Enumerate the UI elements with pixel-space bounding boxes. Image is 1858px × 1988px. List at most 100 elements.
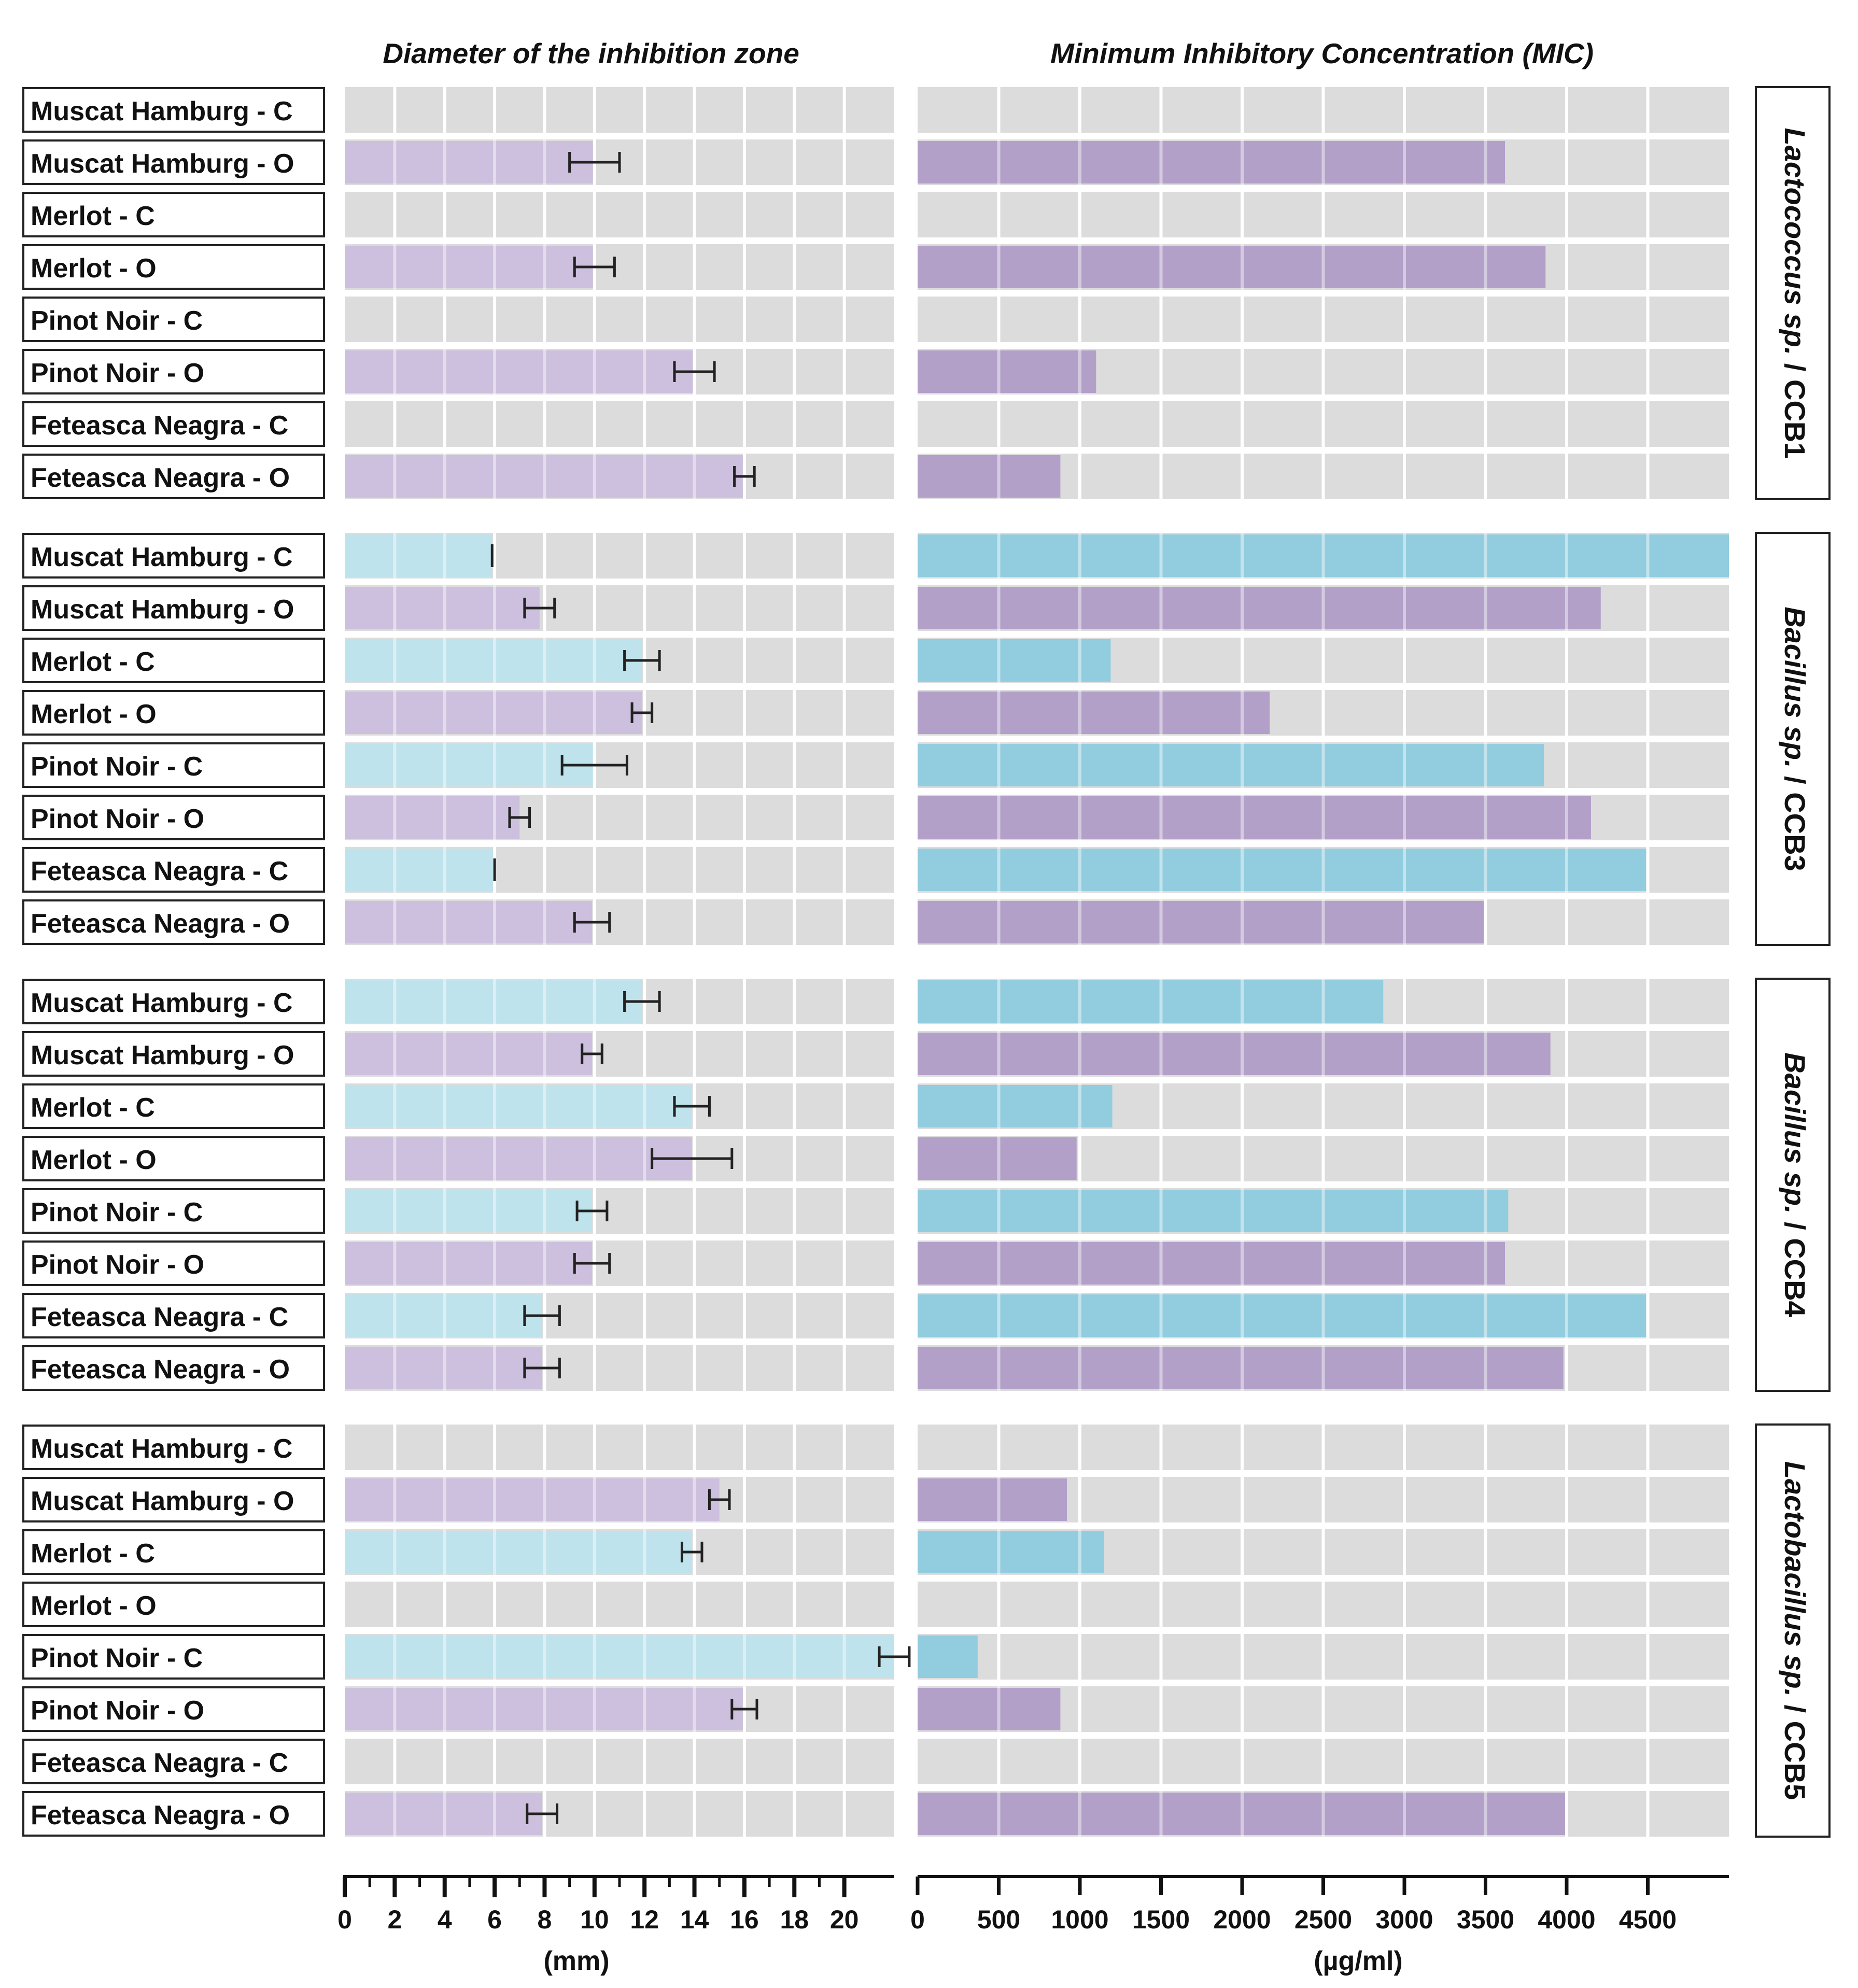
data-row: Muscat Hamburg - C (22, 533, 1729, 579)
mic-axis-label: (µg/ml) (1314, 1946, 1403, 1976)
row-label-box (22, 899, 325, 945)
data-row: Feteasca Neagra - C (22, 847, 1729, 893)
row-label: Feteasca Neagra - C (31, 856, 288, 886)
mic-bar (918, 901, 1484, 943)
zone-row-background (345, 1582, 894, 1627)
zone-x-tick-label: 2 (387, 1905, 402, 1934)
zone-x-tick-label: 0 (337, 1905, 352, 1934)
zone-bar (345, 1190, 592, 1232)
data-row: Feteasca Neagra - C (22, 401, 1729, 447)
error-bar (560, 755, 628, 776)
mic-x-tick-label: 2000 (1213, 1905, 1271, 1934)
zone-bar (345, 141, 595, 184)
error-bar (708, 1489, 731, 1510)
zone-bar (345, 1242, 592, 1285)
row-label-box (22, 1634, 325, 1680)
mic-bar (918, 1137, 1077, 1180)
inhibition-zone-title: Diameter of the inhibition zone (383, 37, 799, 69)
row-label: Feteasca Neagra - O (31, 1800, 290, 1830)
error-bar (526, 1803, 559, 1824)
row-label-box (22, 585, 325, 631)
zone-x-tick-label: 20 (830, 1905, 859, 1934)
data-row: Feteasca Neagra - O (22, 1345, 1729, 1391)
row-label: Merlot - O (31, 699, 157, 729)
row-label: Feteasca Neagra - O (31, 1355, 290, 1385)
zone-bar (345, 1347, 542, 1389)
row-label-box (22, 847, 325, 893)
zone-bar (345, 534, 492, 577)
zone-x-tick-label: 18 (780, 1905, 809, 1934)
zone-bar (345, 692, 642, 734)
zone-bar (345, 1478, 720, 1521)
zone-bar (345, 849, 495, 891)
mic-x-tick-label: 500 (977, 1905, 1020, 1934)
row-label: Pinot Noir - O (31, 804, 204, 834)
zone-row-background (345, 192, 894, 237)
row-label: Muscat Hamburg - O (31, 595, 294, 625)
zone-x-tick-label: 6 (487, 1905, 502, 1934)
row-label-box (22, 139, 325, 185)
mic-bar (918, 1347, 1564, 1389)
row-label: Feteasca Neagra - C (31, 411, 288, 441)
row-label: Merlot - O (31, 1591, 157, 1621)
row-label: Pinot Noir - C (31, 1197, 203, 1228)
data-row: Feteasca Neagra - C (22, 1293, 1729, 1338)
row-label-box (22, 192, 325, 237)
row-label-box (22, 742, 325, 788)
zone-bar (345, 246, 595, 288)
error-bar (573, 1253, 611, 1274)
mic-bar (918, 796, 1591, 839)
mic-bar (918, 1294, 1646, 1337)
row-label: Feteasca Neagra - C (31, 1748, 288, 1778)
mic-x-tick-label: 3000 (1375, 1905, 1433, 1934)
error-bar (673, 361, 716, 382)
error-bar (568, 152, 621, 173)
row-label-box (22, 454, 325, 499)
mic-bar (918, 534, 1729, 577)
mic-x-tick-label: 1000 (1051, 1905, 1108, 1934)
error-bar (523, 598, 556, 618)
row-label: Merlot - C (31, 647, 155, 677)
data-row: Muscat Hamburg - O (22, 1477, 1729, 1522)
data-row: Muscat Hamburg - C (22, 1425, 1729, 1470)
error-bar (630, 702, 654, 723)
mic-bar (918, 1478, 1067, 1521)
row-label-box (22, 1739, 325, 1784)
error-bar (508, 807, 531, 828)
row-label-box (22, 1791, 325, 1837)
data-row: Pinot Noir - C (22, 297, 1729, 342)
inhibition-zone-axis-label: (mm) (543, 1946, 609, 1976)
row-label-box (22, 1582, 325, 1627)
zone-bar (345, 796, 520, 839)
error-bar (730, 1699, 758, 1719)
error-bar (673, 1096, 711, 1117)
mic-x-tick-label: 1500 (1132, 1905, 1190, 1934)
row-label: Feteasca Neagra - O (31, 909, 290, 939)
row-label: Muscat Hamburg - C (31, 1434, 293, 1464)
data-row: Feteasca Neagra - O (22, 1791, 1729, 1837)
zone-bar (345, 1531, 692, 1573)
error-bar (573, 257, 616, 277)
row-label-box (22, 1477, 325, 1522)
row-label: Muscat Hamburg - O (31, 149, 294, 179)
row-label: Feteasca Neagra - O (31, 463, 290, 493)
group-3: Muscat Hamburg - C Muscat Hamburg - O Merl… (22, 978, 1831, 1392)
error-bar (573, 912, 611, 933)
data-row: Pinot Noir - O (22, 349, 1729, 394)
row-label: Merlot - O (31, 1145, 157, 1175)
row-label: Muscat Hamburg - O (31, 1040, 294, 1070)
mic-x-tick-label: 3500 (1457, 1905, 1514, 1934)
group-label-box (1755, 86, 1831, 500)
group-label-box (1755, 978, 1831, 1392)
zone-bar (345, 980, 642, 1023)
group-label: Bacillus sp. / CCB4 (1779, 1052, 1811, 1317)
error-bar (651, 1148, 734, 1169)
zone-bar (345, 587, 540, 629)
group-1: Muscat Hamburg - C Muscat Hamburg - O Merl… (22, 86, 1831, 500)
zone-bar (345, 1137, 692, 1180)
error-bar (623, 991, 661, 1012)
error-bar (575, 1201, 609, 1221)
row-label: Muscat Hamburg - C (31, 988, 293, 1018)
error-bar (581, 1044, 603, 1064)
row-label: Pinot Noir - O (31, 1250, 204, 1280)
